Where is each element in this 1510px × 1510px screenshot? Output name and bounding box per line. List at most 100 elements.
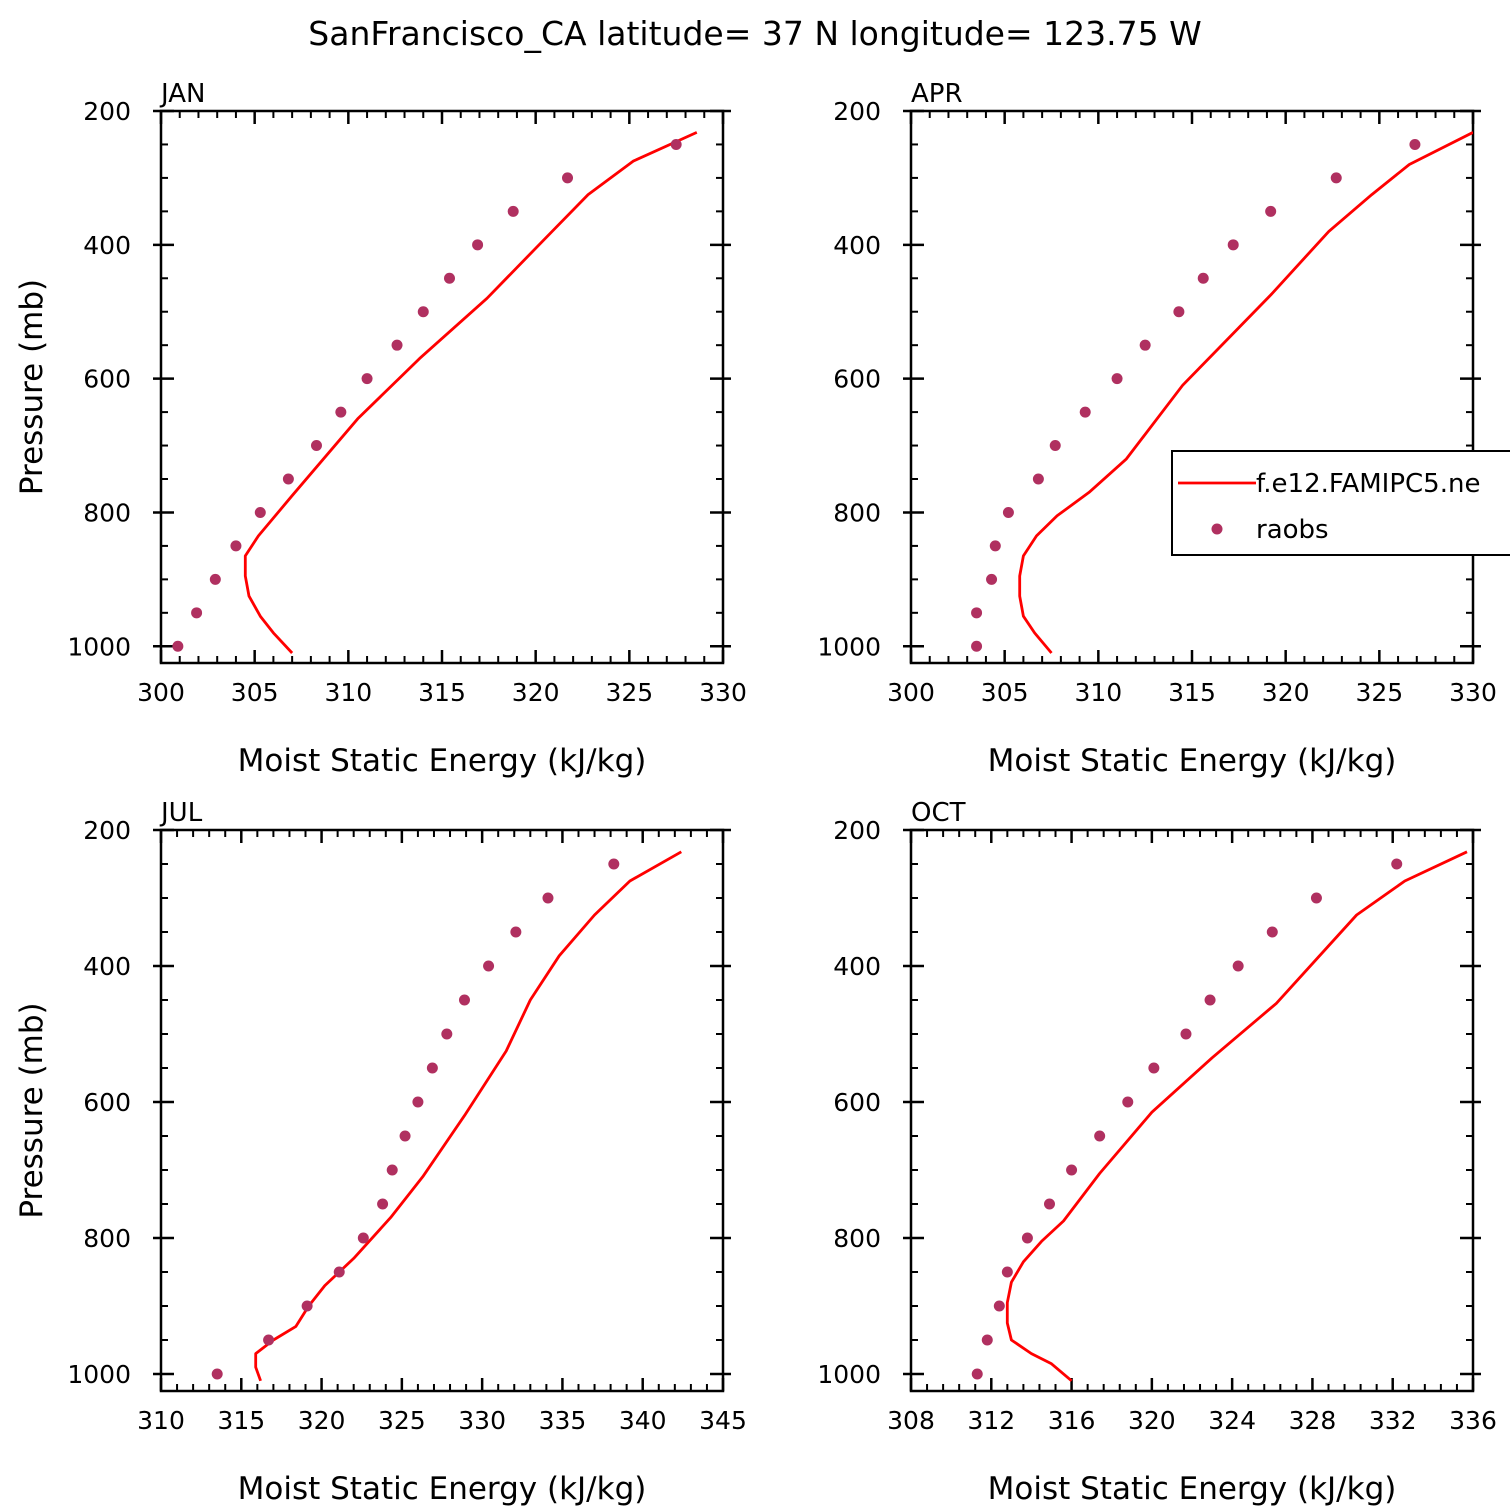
raobs-point — [310, 440, 322, 452]
raobs-point — [1409, 138, 1421, 150]
x-tick-label: 332 — [1369, 1406, 1417, 1435]
model-line — [1005, 850, 1468, 1382]
y-tick-label: 1000 — [67, 632, 131, 661]
y-tick-label: 800 — [83, 498, 131, 527]
y-tick-label: 400 — [83, 952, 131, 981]
plot-frame — [909, 828, 1475, 1393]
panel-oct: OCT 308 312 316 320 324 328 332 336 200 400 600 800 1… — [817, 798, 1496, 1507]
x-tick-label: 316 — [1048, 1406, 1096, 1435]
raobs-point — [986, 573, 998, 585]
x-tick-label: 315 — [217, 1406, 265, 1435]
x-tick-label: 308 — [887, 1406, 935, 1435]
model-line — [243, 131, 698, 654]
raobs-point — [1001, 1266, 1013, 1278]
raobs-point — [971, 640, 983, 652]
raobs-point — [1148, 1062, 1160, 1074]
panel-label: OCT — [911, 798, 966, 828]
raobs-point — [507, 205, 519, 217]
legend-marker-swatch — [1211, 523, 1223, 535]
plot-area — [971, 850, 1468, 1382]
plot-area — [971, 131, 1473, 654]
raobs-point — [391, 339, 403, 351]
x-tick-label: 328 — [1289, 1406, 1337, 1435]
raobs-point — [1204, 994, 1216, 1006]
x-tick-label: 335 — [539, 1406, 587, 1435]
model-line — [254, 850, 682, 1382]
plot-frame — [159, 828, 725, 1393]
plot-area — [211, 850, 682, 1382]
x-tick-label: 300 — [887, 678, 935, 707]
raobs-point — [1266, 926, 1278, 938]
x-axis-label: Moist Static Energy (kJ/kg) — [238, 1471, 647, 1507]
raobs-point — [542, 892, 554, 904]
y-tick-label: 800 — [83, 1224, 131, 1253]
y-tick-label: 200 — [833, 97, 881, 126]
raobs-point — [1111, 373, 1123, 385]
y-tick-label: 600 — [83, 365, 131, 394]
raobs-point — [1197, 272, 1209, 284]
raobs-point — [209, 573, 221, 585]
x-tick-label: 324 — [1208, 1406, 1256, 1435]
raobs-point — [1265, 205, 1277, 217]
raobs-point — [335, 406, 347, 418]
raobs-point — [1032, 473, 1044, 485]
panel-label: APR — [911, 79, 963, 109]
raobs-point — [1021, 1232, 1033, 1244]
raobs-point — [472, 239, 484, 251]
raobs-point — [562, 172, 574, 184]
raobs-point — [441, 1028, 453, 1040]
raobs-point — [971, 1368, 983, 1380]
x-tick-label: 345 — [699, 1406, 747, 1435]
y-tick-label: 400 — [83, 231, 131, 260]
panels: JAN 300 305 310 315 320 325 330 200 400 600 800 1000… — [14, 79, 1497, 1507]
raobs-point — [1043, 1198, 1055, 1210]
x-tick-label: 330 — [1449, 678, 1497, 707]
y-tick-label: 200 — [83, 816, 131, 845]
panel-jul: JUL 310 315 320 325 330 335 340 345 200 400 600 800 1… — [14, 798, 747, 1507]
x-axis-label: Moist Static Energy (kJ/kg) — [988, 743, 1397, 779]
raobs-point — [981, 1334, 993, 1346]
panel-label: JAN — [159, 79, 205, 109]
legend-label-raobs: raobs — [1256, 515, 1329, 545]
x-tick-label: 320 — [1128, 1406, 1176, 1435]
raobs-point — [263, 1334, 275, 1346]
raobs-point — [993, 1300, 1005, 1312]
x-tick-label: 320 — [298, 1406, 346, 1435]
raobs-point — [230, 540, 242, 552]
raobs-point — [1232, 960, 1244, 972]
y-tick-label: 1000 — [817, 1360, 881, 1389]
x-tick-label: 310 — [1074, 678, 1122, 707]
raobs-point — [1173, 306, 1185, 318]
x-tick-label: 315 — [1168, 678, 1216, 707]
raobs-point — [1122, 1096, 1134, 1108]
raobs-point — [971, 607, 983, 619]
x-tick-label: 325 — [1355, 678, 1403, 707]
raobs-point — [377, 1198, 389, 1210]
raobs-point — [1180, 1028, 1192, 1040]
y-tick-label: 800 — [833, 1224, 881, 1253]
y-tick-label: 1000 — [817, 632, 881, 661]
main-title: SanFrancisco_CA latitude= 37 N longitude… — [308, 14, 1201, 53]
y-tick-label: 1000 — [67, 1360, 131, 1389]
raobs-point — [211, 1368, 223, 1380]
x-tick-label: 320 — [1262, 678, 1310, 707]
x-tick-label: 325 — [378, 1406, 426, 1435]
y-tick-label: 400 — [833, 231, 881, 260]
x-tick-label: 330 — [458, 1406, 506, 1435]
x-tick-label: 315 — [418, 678, 466, 707]
y-tick-label: 600 — [833, 365, 881, 394]
raobs-point — [361, 373, 373, 385]
raobs-point — [1310, 892, 1322, 904]
panel-label: JUL — [159, 798, 203, 828]
plot-area — [172, 131, 698, 654]
raobs-point — [191, 607, 203, 619]
raobs-point — [386, 1164, 398, 1176]
y-tick-label: 600 — [83, 1088, 131, 1117]
raobs-point — [458, 994, 470, 1006]
raobs-point — [483, 960, 495, 972]
y-tick-label: 600 — [833, 1088, 881, 1117]
raobs-point — [333, 1266, 345, 1278]
raobs-point — [670, 138, 682, 150]
x-tick-label: 310 — [324, 678, 372, 707]
y-tick-label: 200 — [83, 97, 131, 126]
